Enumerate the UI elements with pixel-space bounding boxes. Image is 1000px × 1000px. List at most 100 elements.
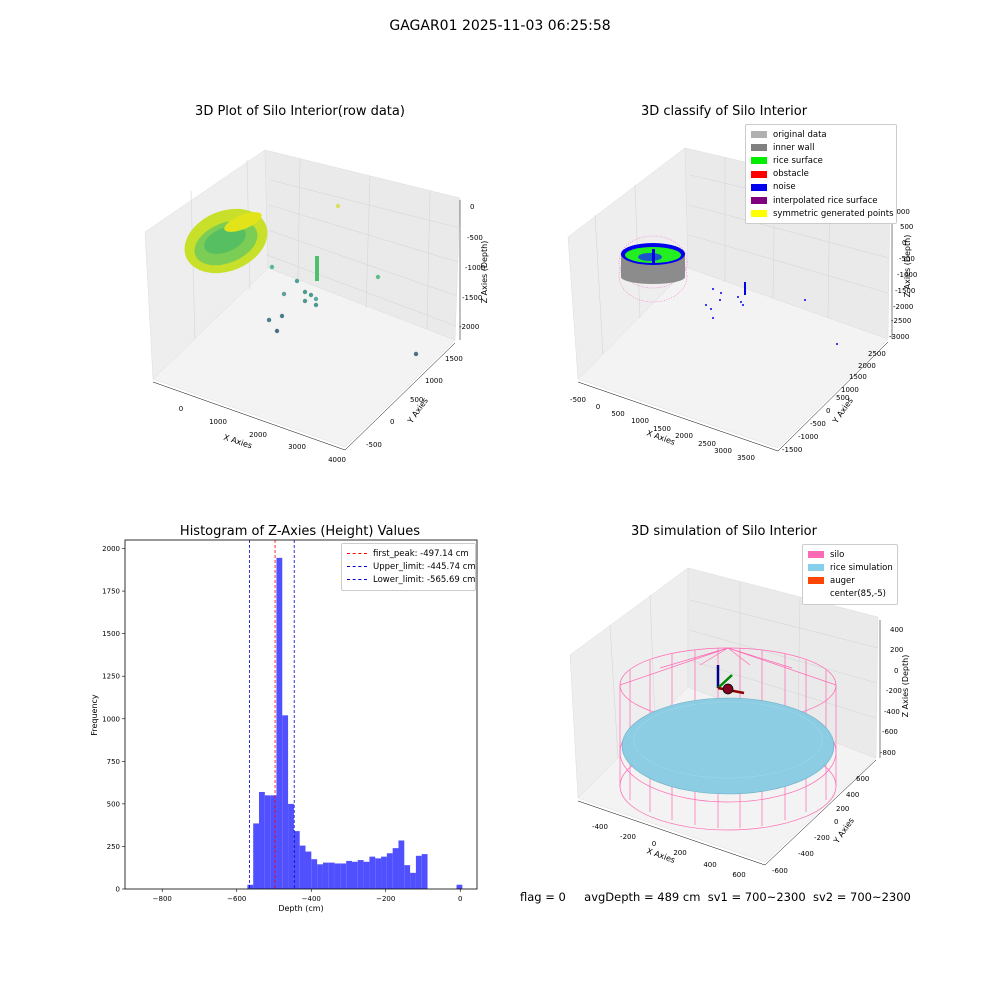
- legend-inner-wall: inner wall: [751, 141, 891, 154]
- svg-text:200: 200: [673, 849, 686, 857]
- svg-text:500: 500: [900, 223, 913, 231]
- noise-point-0: [712, 288, 714, 290]
- scatter-point-6: [302, 298, 308, 304]
- panel2-z-ticks: 1000 500 0 -500 -1000 -1500 -2000 -2500 …: [889, 208, 917, 341]
- x-tick-label-3: −200: [376, 895, 395, 903]
- histogram-bar-16: [340, 863, 347, 889]
- legend-swatch: [751, 183, 767, 191]
- svg-text:600: 600: [732, 871, 745, 879]
- legend-silo: silo: [808, 548, 892, 561]
- legend-swatch: [808, 591, 824, 598]
- scatter-point-5: [313, 302, 319, 308]
- scatter-point-7: [281, 291, 287, 297]
- svg-text:-2000: -2000: [459, 323, 479, 331]
- panel4-gridlines: [609, 582, 879, 759]
- svg-text:-600: -600: [882, 728, 898, 736]
- histogram-bar-7: [288, 803, 294, 889]
- svg-text:-2500: -2500: [891, 317, 911, 325]
- y-tick-label-8: 2000: [102, 545, 120, 553]
- legend-line: [347, 553, 367, 555]
- panel4-legend: silo rice simulation auger center(85,-5): [802, 544, 898, 605]
- histogram-ylabel: Frequency: [90, 694, 99, 736]
- svg-text:0: 0: [390, 418, 394, 426]
- histogram-bar-9: [299, 845, 306, 889]
- histogram-bar-6: [282, 715, 289, 889]
- legend-swatch: [751, 131, 767, 139]
- histogram-bar-29: [415, 855, 422, 889]
- svg-text:2000: 2000: [675, 432, 693, 440]
- noise-point-5: [710, 308, 712, 310]
- panel4-x-ticks: -400 -200 0 200 400 600: [592, 823, 746, 879]
- histogram-bar-25: [392, 848, 399, 889]
- histogram-bar-18: [351, 861, 358, 889]
- noise-point-9: [836, 343, 838, 345]
- svg-text:-400: -400: [592, 823, 608, 831]
- y-tick-label-6: 1500: [102, 630, 120, 638]
- histogram-frame: [124, 539, 478, 890]
- scatter-point-1: [294, 278, 300, 284]
- svg-text:-500: -500: [366, 441, 382, 449]
- legend-swatch: [751, 210, 767, 218]
- svg-text:-1500: -1500: [782, 446, 802, 454]
- noise-point-2: [737, 296, 739, 298]
- svg-text:-500: -500: [570, 396, 586, 404]
- y-tick-label-5: 1250: [102, 673, 120, 681]
- svg-text:2500: 2500: [868, 350, 886, 358]
- scatter-point-4: [313, 296, 319, 302]
- svg-text:1500: 1500: [445, 355, 463, 363]
- panel1-x-ticks: 0 1000 2000 3000 4000: [179, 405, 346, 464]
- noise-point-4: [742, 304, 744, 306]
- panel1-scatter-points: [266, 203, 419, 357]
- sv1-range: sv1 = 700~2300: [707, 890, 806, 904]
- svg-text:200: 200: [890, 646, 903, 654]
- noise-point-10: [719, 299, 721, 301]
- panel2-y-ticks: -1500 -1000 -500 0 500 1000 1500 2000 25…: [782, 350, 886, 454]
- svg-text:0: 0: [470, 203, 474, 211]
- svg-text:2000: 2000: [858, 362, 876, 370]
- legend-first-peak: first_peak: -497.14 cm: [347, 547, 470, 560]
- panel1-y-ticks: -500 0 500 1000 1500: [366, 355, 463, 449]
- histogram-bar-17: [346, 860, 352, 889]
- svg-text:0: 0: [834, 818, 838, 826]
- panel1-zlabel: Z Axies (Depth): [480, 241, 489, 304]
- histogram-bar-31: [456, 884, 463, 889]
- legend-lower-limit: Lower_limit: -565.69 cm: [347, 573, 475, 586]
- histogram-y-ticks: 0 250 500 750 1000 1250 1500 1750 2000: [102, 545, 125, 894]
- noise-point-1: [720, 292, 722, 294]
- x-tick-label-2: −400: [302, 895, 321, 903]
- svg-text:500: 500: [410, 396, 423, 404]
- svg-text:-1000: -1000: [897, 271, 917, 279]
- legend-interpolated: interpolated rice surface: [751, 194, 891, 207]
- histogram-bar-1: [253, 823, 260, 889]
- histogram-bar-5: [276, 557, 283, 889]
- svg-text:-400: -400: [798, 850, 814, 858]
- svg-text:-1500: -1500: [895, 287, 915, 295]
- panel2-x-ticks: -500 0 500 1000 1500 2000 2500 3000 3500: [570, 396, 755, 462]
- x-tick-label-4: 0: [458, 895, 462, 903]
- legend-original-data: original data: [751, 128, 891, 141]
- panel3-title: Histogram of Z-Axies (Height) Values: [179, 524, 421, 539]
- histogram-bar-21: [369, 856, 376, 889]
- x-tick-label-0: −800: [153, 895, 172, 903]
- legend-auger: auger: [808, 574, 892, 587]
- panel4-rice-surface: [621, 697, 835, 795]
- histogram-bar-24: [386, 853, 393, 889]
- svg-text:-500: -500: [810, 420, 826, 428]
- panel2-zlabel: Z Axies (Depth): [903, 235, 912, 298]
- svg-text:0: 0: [179, 405, 183, 413]
- panel2-legend: original data inner wall rice surface ob…: [745, 124, 897, 225]
- svg-text:0: 0: [596, 403, 600, 411]
- panel4-auger: [716, 665, 745, 695]
- svg-text:3000: 3000: [714, 447, 732, 455]
- svg-text:-1000: -1000: [465, 264, 485, 272]
- histogram-bar-12: [317, 864, 323, 889]
- legend-swatch: [751, 157, 767, 165]
- svg-text:500: 500: [836, 394, 849, 402]
- svg-text:200: 200: [836, 805, 849, 813]
- panel2-3d-classify: -500 0 500 1000 1500 2000 2500 3000 3500…: [567, 147, 917, 462]
- sv2-range: sv2 = 700~2300: [812, 890, 911, 904]
- svg-text:-800: -800: [880, 749, 896, 757]
- histogram-bar-0: [247, 884, 254, 889]
- histogram-bar-3: [264, 795, 271, 889]
- y-tick-label-4: 1000: [102, 715, 120, 723]
